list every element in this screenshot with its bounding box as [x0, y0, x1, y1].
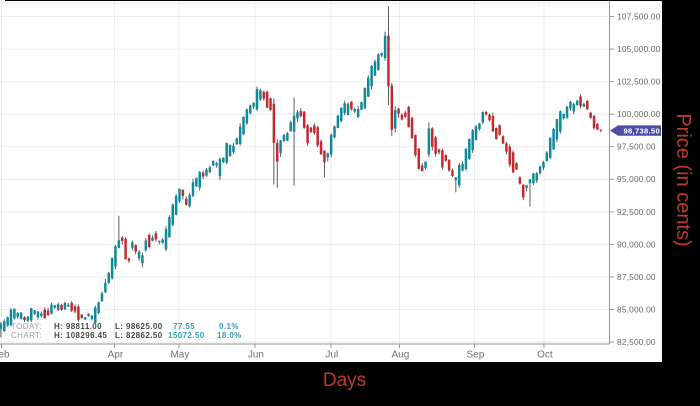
svg-text:107,500.00: 107,500.00 [617, 11, 661, 21]
svg-text:85,000.00: 85,000.00 [617, 304, 656, 314]
svg-text:Aug: Aug [392, 350, 410, 361]
svg-text:H: 98811.00: H: 98811.00 [54, 322, 102, 331]
svg-text:100,000.00: 100,000.00 [617, 109, 661, 119]
svg-text:May: May [170, 350, 189, 361]
svg-text:87,500.00: 87,500.00 [617, 272, 656, 282]
svg-text:CHART:: CHART: [11, 331, 42, 340]
svg-text:TODAY:: TODAY: [11, 322, 42, 331]
svg-text:L: 82862.50: L: 82862.50 [115, 331, 163, 340]
svg-text:15072.50: 15072.50 [168, 331, 205, 340]
svg-text:Oct: Oct [537, 350, 553, 361]
svg-text:Days: Days [323, 370, 366, 391]
svg-text:90,000.00: 90,000.00 [617, 239, 656, 249]
svg-text:Apr: Apr [108, 350, 124, 361]
svg-text:18.0%: 18.0% [217, 331, 242, 340]
svg-text:102,500.00: 102,500.00 [617, 77, 661, 87]
svg-text:0.1%: 0.1% [219, 322, 239, 331]
svg-text:Sep: Sep [467, 350, 485, 361]
svg-text:77.55: 77.55 [173, 322, 195, 331]
svg-text:Jul: Jul [326, 350, 339, 361]
svg-text:Jun: Jun [248, 350, 264, 361]
svg-text:Feb: Feb [0, 350, 10, 361]
svg-text:H: 108296.45: H: 108296.45 [54, 331, 107, 340]
svg-text:98,738.50: 98,738.50 [624, 126, 660, 135]
svg-text:Price (in cents): Price (in cents) [672, 113, 694, 246]
svg-text:105,000.00: 105,000.00 [617, 44, 661, 54]
svg-text:82,500.00: 82,500.00 [617, 337, 656, 347]
svg-text:97,500.00: 97,500.00 [617, 142, 656, 152]
svg-text:95,000.00: 95,000.00 [617, 174, 656, 184]
svg-text:92,500.00: 92,500.00 [617, 207, 656, 217]
svg-text:L: 98625.00: L: 98625.00 [115, 322, 163, 331]
